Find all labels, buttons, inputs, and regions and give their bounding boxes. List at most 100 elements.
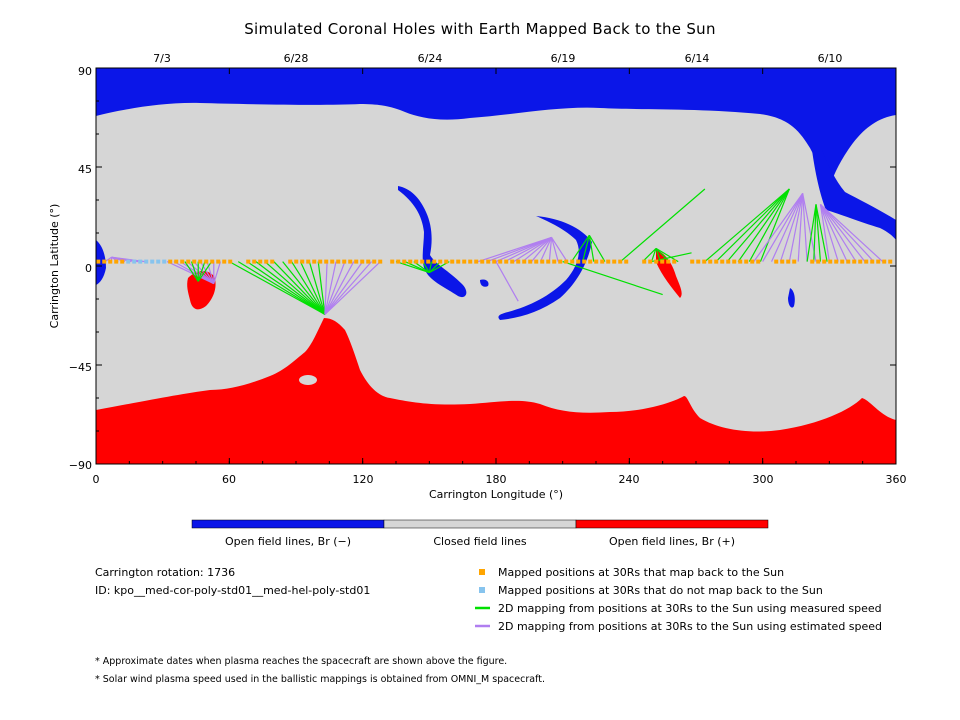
estimated-mapping-line xyxy=(802,193,808,262)
mapped-position-marker xyxy=(552,259,557,264)
estimated-mapping-line xyxy=(551,237,568,262)
footnote-dates: * Approximate dates when plasma reaches … xyxy=(95,656,508,667)
unmapped-position-marker xyxy=(132,259,137,264)
mapped-position-marker xyxy=(114,259,119,264)
measured-mapping-line xyxy=(620,188,706,263)
measured-mapping-line xyxy=(197,261,213,282)
mapped-position-marker xyxy=(714,259,719,264)
mapped-position-marker xyxy=(594,259,599,264)
mapped-position-marker xyxy=(732,259,737,264)
mapped-position-marker xyxy=(822,259,827,264)
measured-mapping-line xyxy=(759,188,790,262)
measured-mapping-line xyxy=(237,261,326,315)
date-tick-label: 6/24 xyxy=(418,52,443,65)
measured-mapping-line xyxy=(282,261,326,315)
estimated-mapping-line xyxy=(324,261,364,315)
mapped-position-marker xyxy=(810,259,815,264)
x-tick-label: 360 xyxy=(886,473,907,486)
mapped-position-marker xyxy=(186,259,191,264)
footnote-speed: * Solar wind plasma speed used in the ba… xyxy=(95,674,545,685)
mapped-position-marker xyxy=(396,259,401,264)
closed-island xyxy=(299,375,317,385)
legend-unmapped: Mapped positions at 30Rs that do not map… xyxy=(498,584,823,597)
legend-measured: 2D mapping from positions at 30Rs to the… xyxy=(498,602,882,615)
mapped-position-marker xyxy=(606,259,611,264)
measured-mapping-line xyxy=(264,261,326,315)
unmapped-position-marker xyxy=(162,259,167,264)
mapped-position-marker xyxy=(846,259,851,264)
mapped-position-marker xyxy=(534,259,539,264)
mapped-position-marker xyxy=(438,259,443,264)
measured-mapping-line xyxy=(704,188,790,263)
mapped-position-marker xyxy=(522,259,527,264)
mapped-position-marker xyxy=(852,259,857,264)
measured-mapping-line xyxy=(273,261,326,315)
unmapped-position-marker xyxy=(138,259,143,264)
unmapped-position-marker xyxy=(144,259,149,264)
mapped-position-marker xyxy=(198,259,203,264)
measured-mapping-line xyxy=(571,234,590,262)
measured-mapping-line xyxy=(184,261,199,282)
mapping-lines xyxy=(104,188,884,315)
mapped-position-marker xyxy=(510,259,515,264)
mapped-position-marker xyxy=(258,259,263,264)
colorbar-positive xyxy=(575,519,769,529)
south-polar-coronal-hole xyxy=(96,318,896,464)
y-tick-label: −45 xyxy=(69,361,92,374)
measured-mapping-line xyxy=(588,235,595,262)
measured-mapping-line xyxy=(588,234,606,262)
legend-swatch-mapped xyxy=(479,569,485,575)
mapped-position-marker xyxy=(672,259,677,264)
mapped-position-marker xyxy=(726,259,731,264)
mapped-position-marker xyxy=(444,259,449,264)
measured-mapping-line xyxy=(650,248,657,262)
mapped-position-marker xyxy=(270,259,275,264)
equatorial-hole-negative-4 xyxy=(788,288,795,308)
mapped-position-marker xyxy=(492,259,497,264)
estimated-mapping-line xyxy=(324,261,328,315)
estimated-mapping-line xyxy=(820,203,884,263)
mapped-position-marker xyxy=(456,259,461,264)
mapped-position-marker xyxy=(216,259,221,264)
mapped-position-marker xyxy=(666,259,671,264)
mapped-position-marker xyxy=(288,259,293,264)
legend-mapped: Mapped positions at 30Rs that map back t… xyxy=(498,566,785,579)
mapped-position-marker xyxy=(168,259,173,264)
mapped-position-marker xyxy=(750,259,755,264)
axis-ticks xyxy=(95,67,897,465)
measured-mapping-line xyxy=(715,188,790,263)
north-polar-tendril xyxy=(812,150,896,240)
colorbar-label-negative: Open field lines, Br (−) xyxy=(225,535,351,548)
mapped-position-marker xyxy=(342,259,347,264)
estimated-mapping-line xyxy=(173,261,215,285)
mapped-position-marker xyxy=(264,259,269,264)
mapped-position-marker xyxy=(336,259,341,264)
mapped-position-marker xyxy=(588,259,593,264)
mapped-position-marker xyxy=(708,259,713,264)
colorbar-closed xyxy=(383,519,577,529)
mapped-position-marker xyxy=(348,259,353,264)
mapped-position-markers xyxy=(96,259,893,264)
estimated-mapping-line xyxy=(186,261,215,285)
estimated-mapping-line xyxy=(779,193,804,262)
mapped-position-marker xyxy=(96,259,101,264)
measured-mapping-line xyxy=(748,188,790,262)
estimated-mapping-line xyxy=(819,204,848,262)
measured-mapping-line xyxy=(299,261,326,315)
colorbar-label-closed: Closed field lines xyxy=(433,535,527,548)
mapped-position-marker xyxy=(252,259,257,264)
estimated-mapping-line xyxy=(548,237,553,262)
date-tick-label: 7/3 xyxy=(153,52,171,65)
mapped-position-marker xyxy=(864,259,869,264)
date-tick-label: 6/19 xyxy=(551,52,576,65)
mapped-position-marker xyxy=(204,259,209,264)
mapped-position-marker xyxy=(372,259,377,264)
estimated-mapping-line xyxy=(753,193,804,262)
estimated-mapping-line xyxy=(324,261,355,315)
estimated-mapping-line xyxy=(771,193,804,262)
mapped-position-marker xyxy=(300,259,305,264)
measured-mapping-line xyxy=(291,261,326,315)
mapped-position-marker xyxy=(474,259,479,264)
mapped-position-marker xyxy=(174,259,179,264)
mapped-position-marker xyxy=(390,259,395,264)
